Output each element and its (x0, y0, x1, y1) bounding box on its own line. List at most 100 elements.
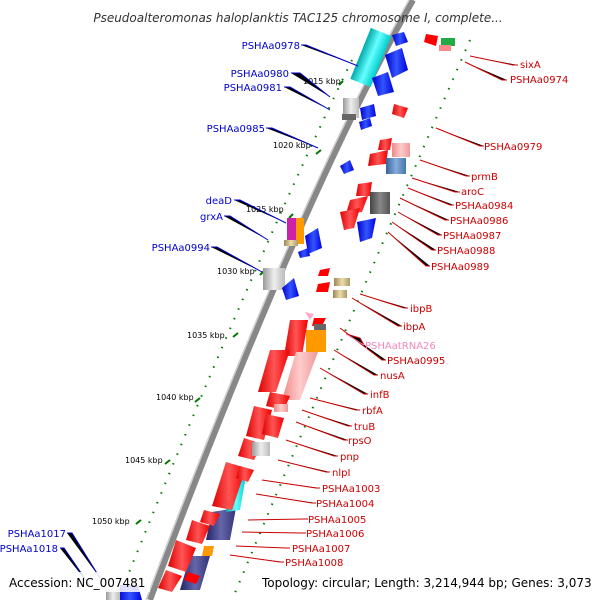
gene-arrow (372, 72, 394, 96)
gene-pink (392, 143, 410, 157)
gene-arrow (284, 320, 308, 356)
gene-arrow (385, 48, 408, 78)
gene-arrow (168, 540, 196, 572)
gene-arrow (357, 218, 376, 242)
gene-orange (306, 330, 326, 352)
tick-label: 1015 kbp (303, 77, 341, 86)
gene-arrow (262, 414, 284, 438)
gene-arrow (184, 572, 200, 584)
gene-label: PSHAa0985 (207, 124, 265, 135)
gene-label: nlpI (332, 468, 350, 479)
gene-label: PSHAa0987 (443, 231, 501, 242)
gene-green (441, 38, 455, 46)
gene-label: pnp (340, 452, 359, 463)
tick-label: 1030 kbp (217, 267, 255, 276)
gene-label: PSHAa0981 (224, 83, 282, 94)
gene-steel (386, 158, 406, 174)
gene-label: PSHAa1004 (316, 499, 374, 510)
left-labels: PSHAa0978 PSHAa0980 PSHAa0981 PSHAa0985 … (0, 41, 300, 555)
gene-label: grxA (200, 212, 223, 223)
left-leader-lines (60, 44, 359, 587)
gene-khaki (333, 290, 347, 298)
gene-arrow (392, 32, 408, 46)
gene-label: PSHAatRNA26 (365, 341, 436, 352)
gene-label: PSHAa0989 (431, 262, 489, 273)
gene-label: PSHAa0994 (152, 243, 210, 254)
gene-label: PSHAa0984 (455, 201, 513, 212)
gene-label: sixA (520, 60, 541, 71)
gene-gray (252, 442, 270, 456)
gene-gray (343, 98, 359, 118)
accession-text: Accession: NC_007481 (9, 576, 145, 590)
gene-label: PSHAa0988 (437, 246, 495, 257)
footer-topology-bg (258, 572, 596, 592)
gene-arrow (340, 160, 354, 174)
tick-labels: 1015 kbp 1020 kbp 1025 kbp 1030 kbp 1035… (92, 77, 341, 526)
footer-accession-bg (4, 572, 150, 592)
gene-label: PSHAa1008 (285, 558, 343, 569)
gene-arrow (378, 138, 392, 150)
gene-arrow (258, 350, 290, 392)
gene-label: aroC (461, 187, 484, 198)
gene-cyan (350, 27, 392, 88)
gene-label: PSHAa0980 (231, 69, 289, 80)
gene-magenta (287, 218, 297, 244)
gene-arrow (340, 208, 360, 230)
gene-label: PSHAa0978 (242, 41, 300, 52)
gene-label: infB (370, 390, 390, 401)
gene-pink (439, 45, 451, 51)
gene-khaki (334, 278, 350, 286)
gene-arrow (359, 118, 372, 130)
gene-arrow (424, 34, 438, 46)
gene-trna (305, 312, 314, 320)
trna-leader-line (345, 333, 365, 346)
gene-label: ibpA (403, 322, 425, 333)
gene-label: PSHAa0986 (450, 216, 508, 227)
topology-text: Topology: circular; Length: 3,214,944 bp… (261, 576, 592, 590)
gene-gray (263, 268, 285, 290)
gene-label: PSHAa0974 (510, 75, 568, 86)
tick-marks (135, 80, 344, 525)
map-title: Pseudoalteromonas haloplanktis TAC125 ch… (93, 11, 502, 25)
gene-label: PSHAa1018 (0, 544, 58, 555)
gene-label: PSHAa1017 (8, 529, 66, 540)
tick-label: 1040 kbp (156, 393, 194, 402)
gene-arrow (316, 282, 330, 292)
gene-arrow (298, 248, 310, 258)
gene-arrow (392, 104, 408, 118)
gene-label: PSHAa1003 (322, 484, 380, 495)
gene-orange (296, 218, 304, 244)
gene-label: PSHAa1006 (306, 529, 364, 540)
gene-arrow (356, 182, 372, 196)
gene-label: PSHAa1007 (292, 544, 350, 555)
gene-orange (202, 546, 214, 556)
tick-label: 1025 kbp (246, 205, 284, 214)
tick-label: 1035 kbp (187, 331, 225, 340)
tick-label: 1045 kbp (125, 456, 163, 465)
tick-label: 1020 kbp (273, 141, 311, 150)
gene-arrow (282, 352, 318, 400)
gene-arrow (360, 104, 376, 120)
inner-dotted-ring (117, 59, 353, 600)
gene-label: deaD (206, 196, 233, 207)
gene-arrow (305, 228, 322, 254)
gene-label: PSHAa1005 (308, 515, 366, 526)
gene-label: rpsO (348, 436, 372, 447)
gene-label: ibpB (410, 304, 432, 315)
gene-arrow (236, 466, 254, 482)
gene-arrow (158, 570, 182, 592)
gene-darkgray (314, 324, 326, 332)
right-leader-lines (229, 55, 518, 563)
gene-arrow (346, 196, 368, 214)
gene-label: PSHAa0995 (387, 356, 445, 367)
gene-arrow (368, 150, 388, 166)
gene-arrow (186, 520, 210, 544)
gene-label: PSHAa0979 (484, 142, 542, 153)
gene-dark (342, 114, 356, 120)
gene-label: nusA (380, 371, 405, 382)
gene-label: truB (354, 422, 375, 433)
gene-khaki (284, 240, 298, 246)
gene-arrow (318, 268, 330, 276)
reverse-genes (158, 34, 455, 592)
